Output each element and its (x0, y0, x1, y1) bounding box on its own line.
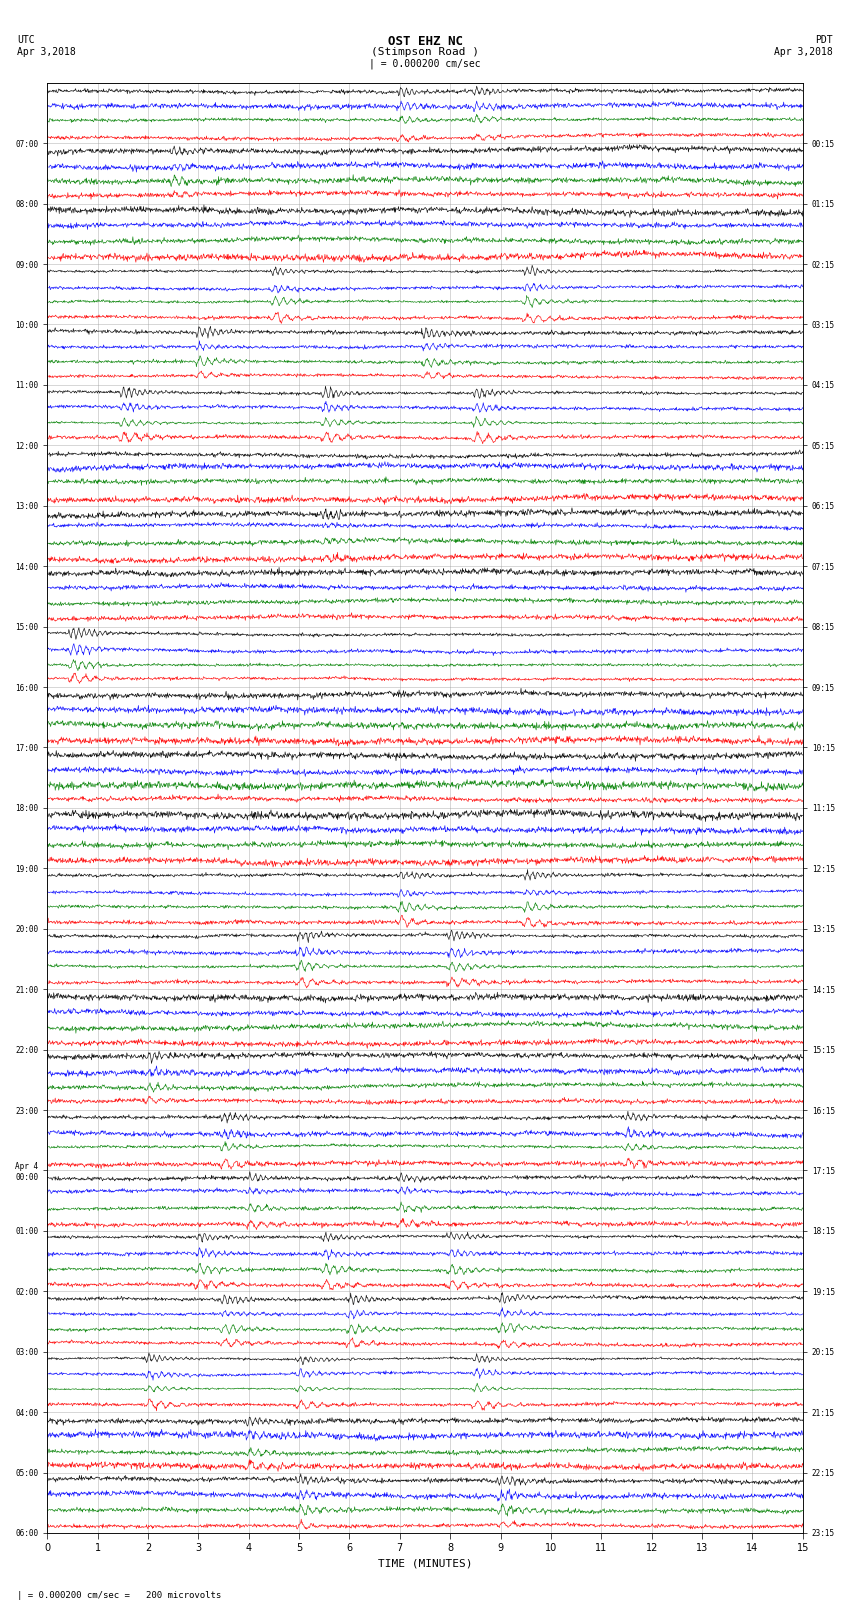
Text: (Stimpson Road ): (Stimpson Road ) (371, 47, 479, 56)
Text: | = 0.000200 cm/sec =   200 microvolts: | = 0.000200 cm/sec = 200 microvolts (17, 1590, 221, 1600)
Text: OST EHZ NC: OST EHZ NC (388, 35, 462, 48)
Text: Apr 3,2018: Apr 3,2018 (774, 47, 833, 56)
Text: UTC: UTC (17, 35, 35, 45)
X-axis label: TIME (MINUTES): TIME (MINUTES) (377, 1560, 473, 1569)
Text: | = 0.000200 cm/sec: | = 0.000200 cm/sec (369, 58, 481, 69)
Text: PDT: PDT (815, 35, 833, 45)
Text: Apr 3,2018: Apr 3,2018 (17, 47, 76, 56)
